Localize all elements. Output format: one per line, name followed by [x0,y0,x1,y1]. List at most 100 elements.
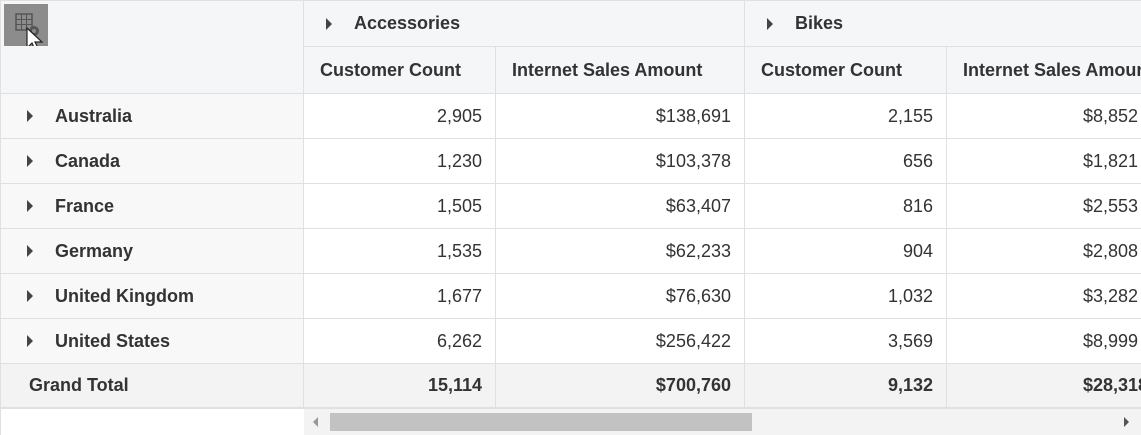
grand-total-header-text: Grand Total [29,375,129,395]
row-header: United Kingdom [0,274,304,319]
value-cell: 1,230 [304,139,496,184]
scroll-spacer [0,408,304,435]
value-cell: $2,808 [947,229,1141,274]
value-cell-text: $256,422 [655,330,731,351]
value-cell: $63,407 [496,184,745,229]
row-header-text: Canada [55,150,121,171]
value-cell: $3,282 [947,274,1141,319]
row-header-text: France [55,195,115,216]
value-cell: $62,233 [496,229,745,274]
expand-caret[interactable] [27,245,33,257]
value-cell-text: 816 [902,195,933,216]
expand-caret[interactable] [767,17,773,30]
column-header-text: Internet Sales Amount [963,59,1141,80]
column-header-text: Customer Count [761,59,902,80]
column-group-header-text: Accessories [354,13,461,33]
row-header: France [0,184,304,229]
expand-caret[interactable] [27,290,33,302]
value-cell: $1,821 [947,139,1141,184]
value-cell: $256,422 [496,319,745,364]
value-cell-text: 656 [902,150,933,171]
value-cell-text: 1,032 [887,285,933,306]
scroll-left[interactable] [313,417,318,427]
value-cell-text: 1,505 [436,195,482,216]
expand-caret[interactable] [27,335,33,347]
value-cell-text: 6,262 [436,330,482,351]
column-header: Customer Count [304,47,496,94]
value-cell-text: $1,821 [1083,150,1139,171]
field-list-button[interactable] [4,4,48,53]
value-cell-text: $138,691 [655,105,731,126]
value-cell: 1,032 [745,274,947,319]
column-header: Customer Count [745,47,947,94]
settings-icon [15,13,44,53]
expand-caret[interactable] [27,155,33,167]
value-cell: $8,999 [947,319,1141,364]
value-cell: 2,155 [745,94,947,139]
grand-total-cell: $28,318 [947,364,1141,408]
value-cell-text: 1,677 [436,285,482,306]
scroll-thumb[interactable] [330,413,752,431]
column-group-header: Bikes [745,0,1141,47]
corner-cell [0,0,304,94]
column-header: Internet Sales Amount [947,47,1141,94]
grand-total-cell-text: $28,318 [1083,375,1141,395]
value-cell: $2,553 [947,184,1141,229]
column-header-text: Customer Count [320,59,461,80]
expand-caret[interactable] [27,200,33,212]
row-header-text: Germany [55,240,134,261]
value-cell-text: 2,155 [887,105,933,126]
value-cell-text: 2,905 [436,105,482,126]
value-cell-text: $76,630 [665,285,731,306]
value-cell: $8,852 [947,94,1141,139]
value-cell: 816 [745,184,947,229]
grand-total-cell: 9,132 [745,364,947,408]
grand-total-cell-text: 9,132 [887,375,933,395]
row-header: Canada [0,139,304,184]
row-header: Germany [0,229,304,274]
expand-caret[interactable] [27,110,33,122]
grand-total-cell-text: 15,114 [427,375,482,395]
value-cell: 1,505 [304,184,496,229]
grand-total-cell: $700,760 [496,364,745,408]
value-cell: 1,677 [304,274,496,319]
value-cell-text: 904 [902,240,933,261]
scrollbar[interactable] [304,408,1141,435]
column-group-header-text: Bikes [795,13,844,33]
value-cell-text: 1,535 [436,240,482,261]
column-header: Internet Sales Amount [496,47,745,94]
value-cell-text: $8,852 [1083,105,1139,126]
grand-total-cell: 15,114 [304,364,496,408]
value-cell: 2,905 [304,94,496,139]
value-cell-text: 3,569 [887,330,933,351]
value-cell: 6,262 [304,319,496,364]
row-header: Australia [0,94,304,139]
scroll-right[interactable] [1124,417,1129,427]
grand-total-cell-text: $700,760 [655,375,731,395]
value-cell-text: $63,407 [665,195,731,216]
column-group-header: Accessories [304,0,745,47]
value-cell: 1,535 [304,229,496,274]
value-cell-text: $2,553 [1083,195,1139,216]
value-cell: 904 [745,229,947,274]
value-cell-text: $62,233 [665,240,731,261]
value-cell-text: $3,282 [1083,285,1139,306]
value-cell: 656 [745,139,947,184]
value-cell: $76,630 [496,274,745,319]
value-cell-text: $103,378 [655,150,731,171]
row-header-text: United States [55,330,171,351]
value-cell: $103,378 [496,139,745,184]
row-header: United States [0,319,304,364]
expand-caret[interactable] [326,17,332,30]
row-header-text: Australia [55,105,133,126]
grand-total-header: Grand Total [0,364,304,408]
value-cell-text: 1,230 [436,150,482,171]
value-cell: $138,691 [496,94,745,139]
value-cell: 3,569 [745,319,947,364]
value-cell-text: $2,808 [1083,240,1139,261]
row-header-text: United Kingdom [55,285,194,306]
value-cell-text: $8,999 [1083,330,1139,351]
column-header-text: Internet Sales Amount [512,59,703,80]
